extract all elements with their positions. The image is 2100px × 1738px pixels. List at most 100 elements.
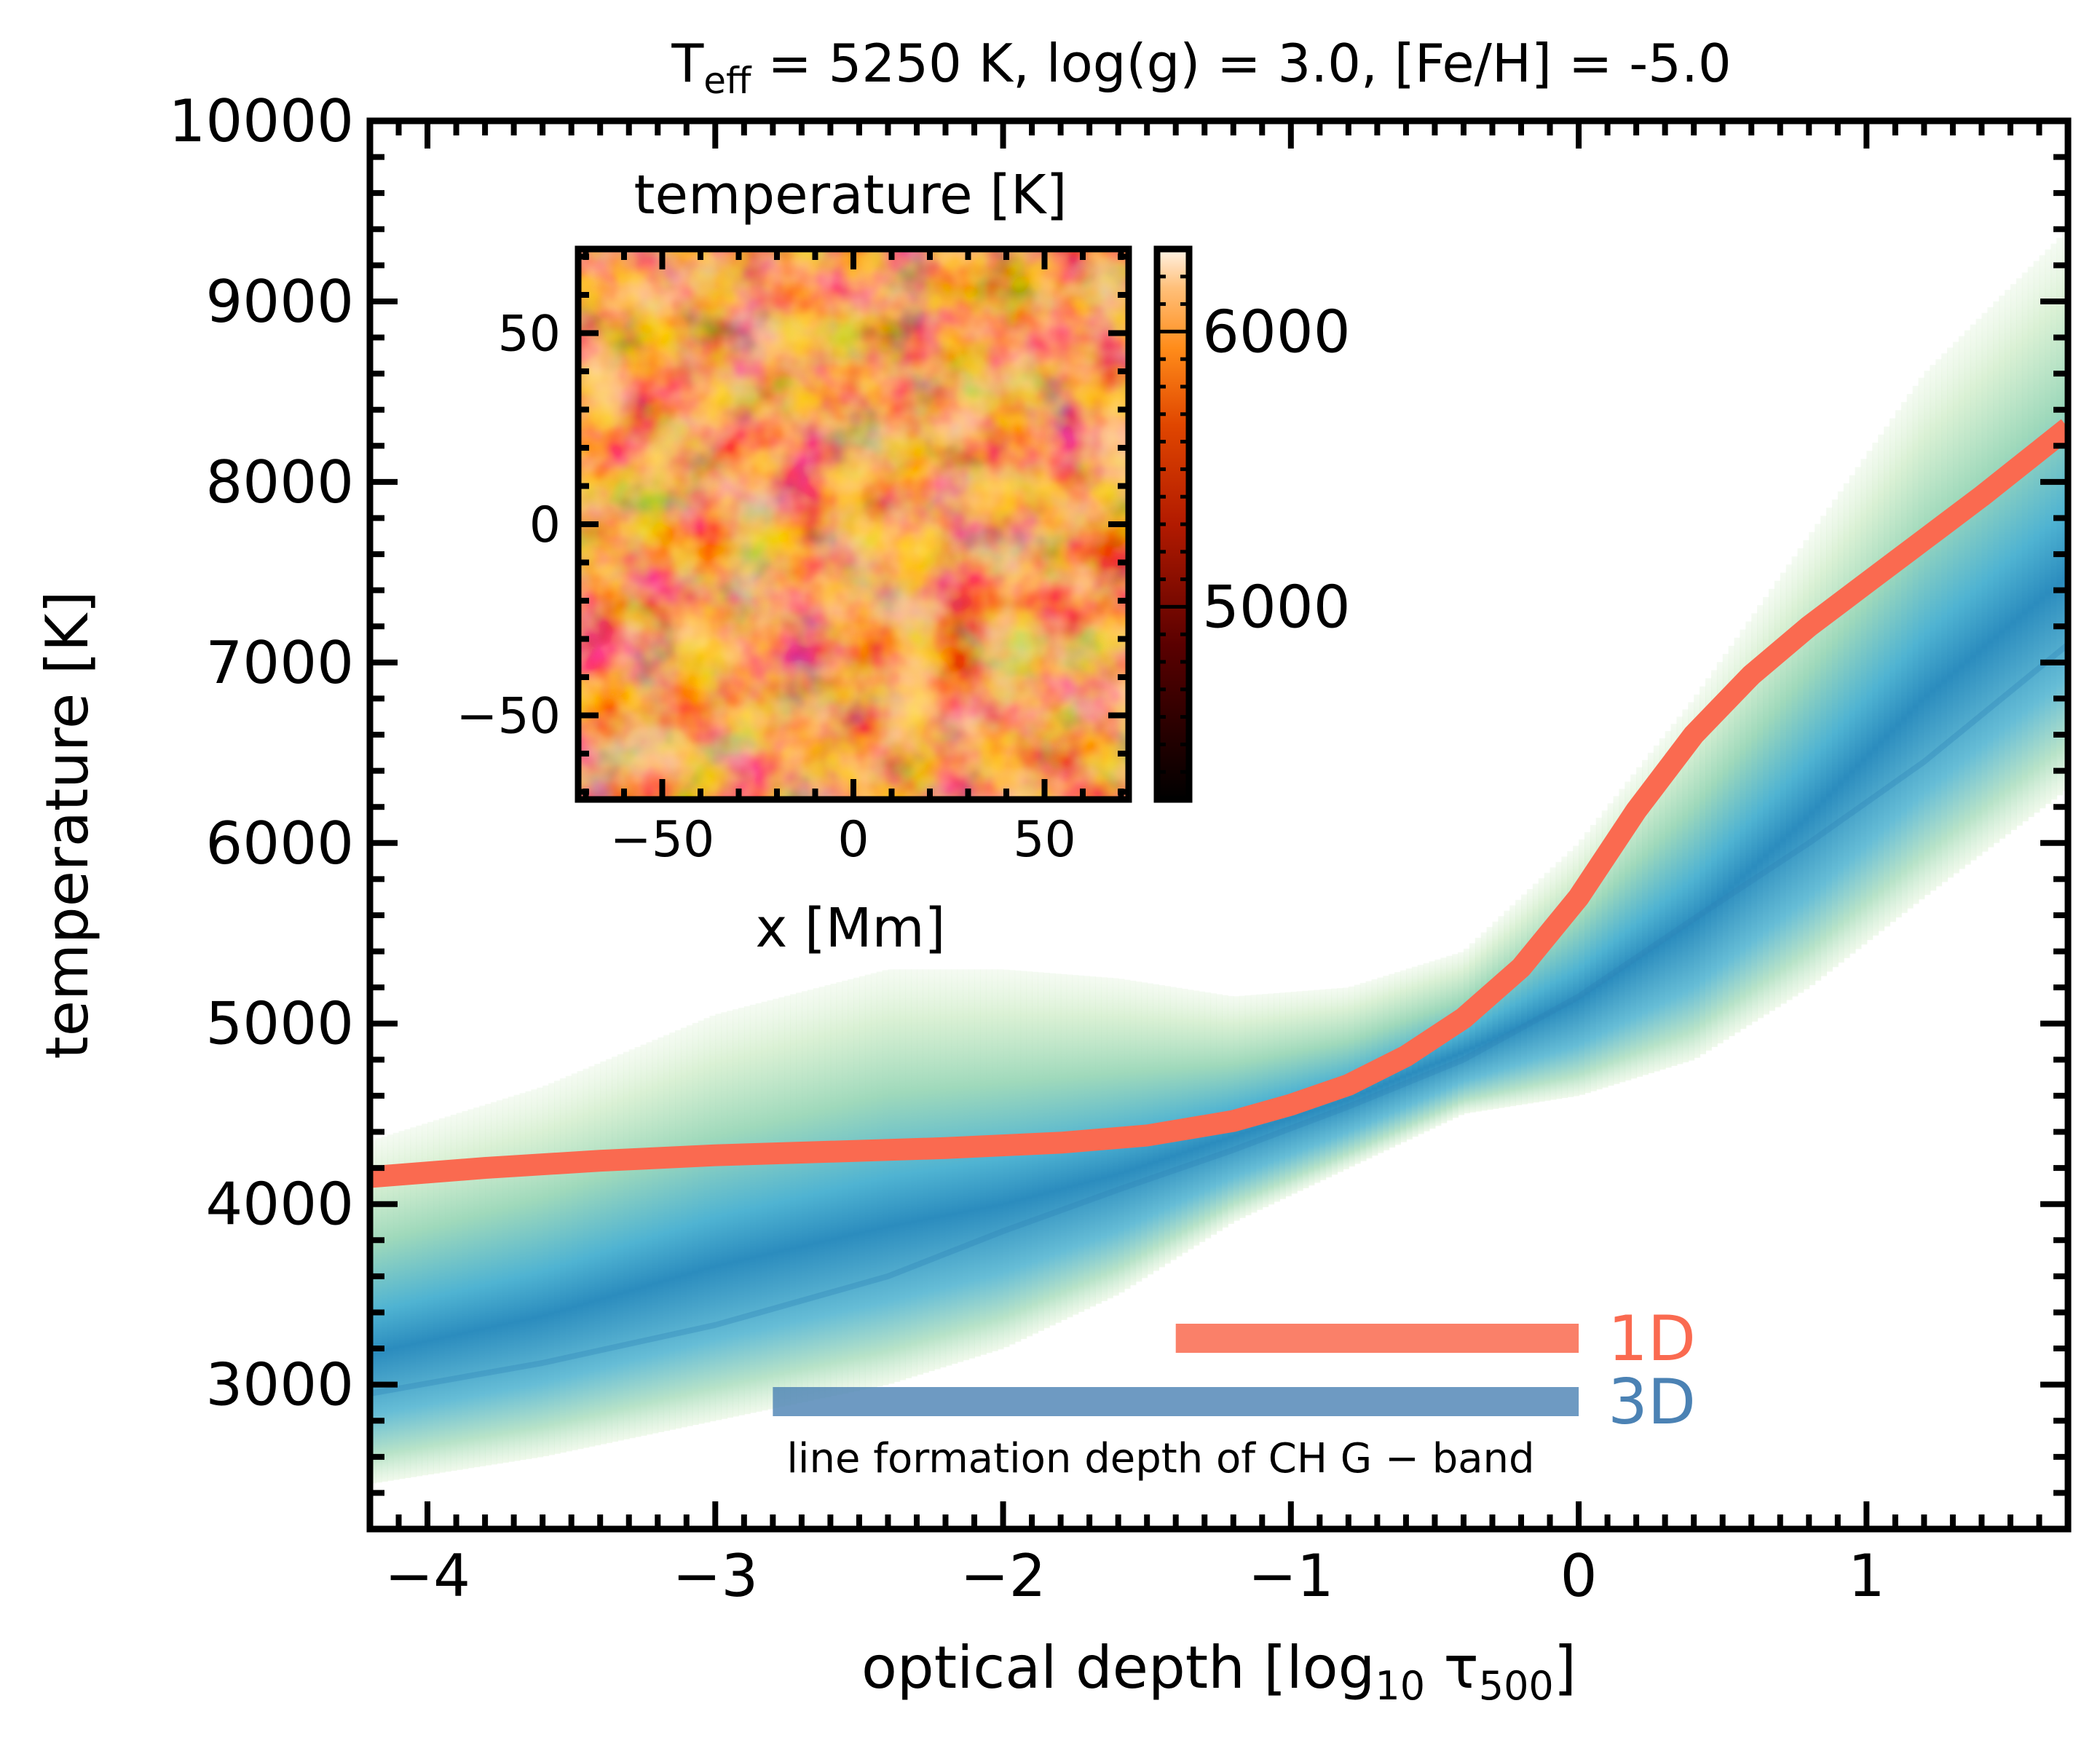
distribution-strip bbox=[473, 1107, 481, 1468]
distribution-strip bbox=[2021, 272, 2029, 822]
distribution-strip bbox=[905, 969, 912, 1378]
distribution-strip bbox=[784, 995, 792, 1406]
distribution-strip bbox=[392, 1132, 400, 1480]
distribution-strip bbox=[553, 1081, 561, 1454]
distribution-strip bbox=[1647, 752, 1654, 1073]
distribution-strip bbox=[612, 1056, 618, 1442]
distribution-strip bbox=[669, 1032, 676, 1430]
distribution-strip bbox=[698, 1020, 705, 1424]
distribution-strip bbox=[1014, 970, 1022, 1342]
distribution-strip bbox=[1884, 426, 1890, 927]
distribution-strip bbox=[911, 969, 917, 1377]
distribution-strip bbox=[767, 1000, 774, 1410]
distribution-strip bbox=[1763, 596, 1769, 1015]
y-axis-label: temperature [K] bbox=[33, 590, 101, 1059]
distribution-strip bbox=[715, 1014, 722, 1421]
distribution-strip bbox=[709, 1015, 717, 1422]
distribution-strip bbox=[1458, 952, 1464, 1115]
distribution-strip bbox=[1803, 540, 1810, 990]
inset-y-tick-label: 0 bbox=[529, 497, 561, 554]
distribution-strip bbox=[1809, 532, 1816, 986]
distribution-strip bbox=[542, 1085, 550, 1456]
distribution-strip bbox=[479, 1105, 486, 1466]
colorbar-tick-label: 5000 bbox=[1202, 573, 1351, 641]
distribution-strip bbox=[1480, 932, 1488, 1111]
distribution-strip bbox=[2045, 249, 2052, 805]
distribution-strip bbox=[795, 992, 802, 1404]
distribution-strip bbox=[1659, 738, 1666, 1070]
distribution-strip bbox=[1469, 943, 1476, 1113]
distribution-strip bbox=[1256, 994, 1263, 1210]
distribution-strip bbox=[1820, 516, 1827, 976]
distribution-strip bbox=[496, 1100, 503, 1464]
distribution-strip bbox=[1486, 927, 1493, 1110]
distribution-strip bbox=[1999, 296, 2006, 839]
distribution-strip bbox=[1544, 872, 1551, 1101]
distribution-strip bbox=[680, 1027, 687, 1428]
inset-x-tick-label: 50 bbox=[1013, 811, 1076, 869]
distribution-strip bbox=[1475, 937, 1482, 1112]
distribution-strip bbox=[939, 969, 947, 1368]
y-tick-label: 8000 bbox=[205, 449, 354, 516]
distribution-strip bbox=[727, 1011, 734, 1418]
y-tick-label: 6000 bbox=[205, 810, 354, 877]
inset-y-tick-label: 50 bbox=[497, 306, 561, 363]
distribution-strip bbox=[1710, 670, 1718, 1047]
distribution-strip bbox=[801, 991, 808, 1402]
distribution-strip bbox=[1607, 803, 1614, 1086]
distribution-strip bbox=[1993, 301, 2000, 843]
distribution-strip bbox=[2005, 290, 2011, 834]
distribution-strip bbox=[2050, 243, 2058, 800]
distribution-strip bbox=[2033, 261, 2040, 813]
distribution-strip bbox=[957, 969, 964, 1362]
inset-x-tick-label: −50 bbox=[610, 811, 715, 869]
distribution-strip bbox=[1601, 810, 1608, 1088]
series-lines bbox=[370, 419, 2068, 1397]
distribution-strip bbox=[1590, 825, 1597, 1091]
distribution-strip bbox=[963, 969, 970, 1361]
distribution-strip bbox=[658, 1037, 665, 1432]
distribution-strip bbox=[1924, 371, 1931, 896]
distribution-strip bbox=[945, 969, 952, 1366]
distribution-strip bbox=[1642, 759, 1649, 1075]
distribution-strip bbox=[979, 969, 987, 1355]
distribution-strip bbox=[1521, 894, 1528, 1105]
distribution-strip bbox=[1250, 995, 1258, 1213]
distribution-strip bbox=[1619, 789, 1626, 1083]
distribution-strip bbox=[1964, 330, 1971, 865]
distribution-strip bbox=[1981, 312, 1989, 852]
distribution-strip bbox=[640, 1044, 647, 1436]
distribution-strip bbox=[1866, 451, 1874, 941]
distribution-strip bbox=[1630, 774, 1638, 1079]
distribution-strip bbox=[1595, 818, 1603, 1090]
distribution-strip bbox=[1855, 467, 1862, 949]
distribution-strip bbox=[721, 1012, 728, 1419]
distribution-strip bbox=[1889, 418, 1896, 923]
distribution-strip bbox=[916, 969, 923, 1375]
distribution-strip bbox=[842, 980, 849, 1394]
distribution-strip bbox=[1625, 781, 1632, 1081]
distribution-strip bbox=[2016, 278, 2023, 826]
distribution-strip bbox=[1492, 921, 1499, 1109]
distribution-strip bbox=[1676, 716, 1683, 1064]
distribution-strip bbox=[1700, 686, 1706, 1054]
y-tick-label: 10000 bbox=[169, 87, 355, 155]
distribution-strip bbox=[703, 1018, 711, 1423]
distribution-strip bbox=[1653, 745, 1660, 1072]
distribution-strip bbox=[1227, 995, 1234, 1224]
distribution-strip bbox=[502, 1098, 509, 1463]
distribution-strip bbox=[1538, 878, 1545, 1102]
distribution-strip bbox=[1670, 724, 1678, 1067]
distribution-strip bbox=[1532, 883, 1539, 1103]
distribution-strip bbox=[652, 1040, 659, 1434]
distribution-strip bbox=[1579, 839, 1585, 1095]
inset-x-tick-label: 0 bbox=[837, 811, 869, 869]
distribution-strip bbox=[899, 969, 907, 1380]
distribution-strip bbox=[1768, 588, 1775, 1011]
distribution-strip bbox=[1233, 996, 1240, 1221]
x-axis-label: optical depth [log10 τ500] bbox=[861, 1634, 1576, 1709]
distribution-strip bbox=[1751, 613, 1758, 1022]
distribution-strip bbox=[928, 969, 935, 1372]
distribution-strip bbox=[571, 1073, 578, 1450]
